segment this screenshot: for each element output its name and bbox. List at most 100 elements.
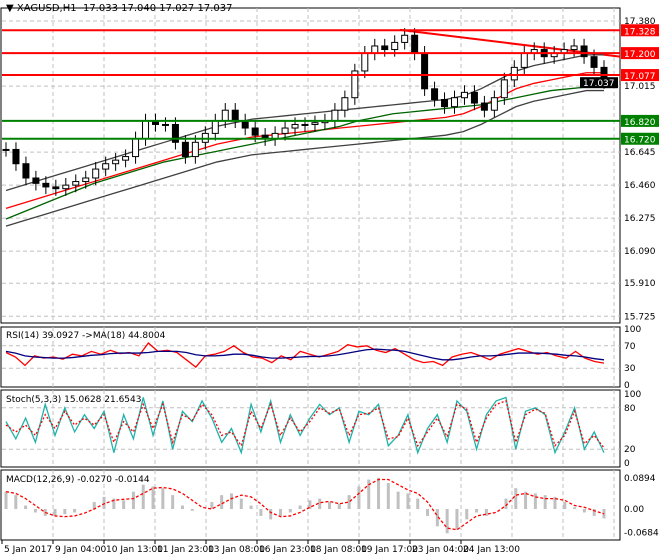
candle-body xyxy=(181,141,189,158)
time-label: 18 Jan 08:00 xyxy=(310,545,367,555)
candle-body xyxy=(52,186,60,190)
candle-body xyxy=(132,138,140,158)
candle-body xyxy=(191,141,199,158)
candle-body xyxy=(171,123,179,143)
macd-tick: 0.00 xyxy=(624,505,644,515)
price-tick: 15.725 xyxy=(624,312,656,322)
level-label: 17.328 xyxy=(624,27,656,37)
macd-tick: -0.0684 xyxy=(624,529,659,539)
level-tag xyxy=(621,132,659,145)
candle-body xyxy=(142,120,150,140)
dropdown-triangle-icon[interactable]: ▼ xyxy=(6,3,14,14)
rsi-tick: 0 xyxy=(624,381,630,391)
candle-body xyxy=(421,52,429,90)
rsi-tick: 100 xyxy=(624,325,641,335)
candle-body xyxy=(161,123,169,126)
ohlc-readout: 17.033 17.040 17.027 17.037 xyxy=(82,3,233,14)
level-tag xyxy=(621,69,659,82)
time-label: 13 Jan 08:00 xyxy=(208,545,265,555)
candle-body xyxy=(291,123,299,129)
candle-body xyxy=(22,163,30,179)
candle-body xyxy=(520,52,528,68)
level-tag xyxy=(621,47,659,60)
panel-frame-3 xyxy=(0,469,621,541)
candle-body xyxy=(371,45,379,54)
chart-header: ▼ XAGUSD,H1 17.033 17.040 17.027 17.037 xyxy=(6,3,232,14)
time-label: 24 Jan 13:00 xyxy=(463,545,520,555)
candle-body xyxy=(2,148,10,151)
rsi-label: RSI(14) 39.0927 ->MA(18) 44.8004 xyxy=(6,331,166,341)
candle-body xyxy=(241,120,249,129)
bollinger-lower xyxy=(5,89,604,227)
candle-body xyxy=(381,45,389,51)
price-tick: 17.015 xyxy=(624,82,656,92)
time-label: 9 Jan 04:00 xyxy=(55,545,107,555)
price-tick: 16.275 xyxy=(624,214,656,224)
time-label: 16 Jan 23:00 xyxy=(259,545,316,555)
candle-body xyxy=(470,91,478,104)
candle-body xyxy=(231,109,239,122)
time-label: 23 Jan 04:00 xyxy=(412,545,469,555)
candle-body xyxy=(510,66,518,81)
candle-body xyxy=(480,102,488,111)
price-tick: 16.460 xyxy=(624,181,656,191)
rsi-tick: 30 xyxy=(624,364,636,374)
symbol-label: XAGUSD,H1 xyxy=(16,3,77,14)
candle-body xyxy=(451,97,458,108)
price-tick: 17.380 xyxy=(624,17,656,27)
macd-signal-line xyxy=(5,478,605,531)
time-label: 5 Jan 2017 xyxy=(4,545,52,555)
price-tick: 16.090 xyxy=(624,247,656,257)
level-label: 17.077 xyxy=(624,72,656,82)
candle-body xyxy=(211,120,219,134)
candle-body xyxy=(42,182,50,188)
level-tag xyxy=(621,114,659,127)
stoch-tick: 0 xyxy=(624,459,630,469)
level-tag xyxy=(621,24,659,37)
candle-body xyxy=(580,45,588,58)
time-label: 19 Jan 17:00 xyxy=(361,545,418,555)
candle-body xyxy=(62,184,70,190)
stoch-signal-line xyxy=(5,400,605,449)
level-label: 17.200 xyxy=(624,50,656,60)
time-label: 11 Jan 23:00 xyxy=(157,545,214,555)
rsi-ma-line xyxy=(5,348,605,361)
candle-body xyxy=(460,91,468,99)
macd-tick: 0.0894 xyxy=(624,474,656,484)
stoch-label: Stoch(5,3,3) 15.0628 21.6543 xyxy=(6,395,141,405)
candle-body xyxy=(391,41,399,51)
current-price-tag xyxy=(580,77,618,89)
panel-frame-1 xyxy=(0,326,621,388)
candle-body xyxy=(301,123,309,126)
rsi-tick: 70 xyxy=(624,342,636,352)
panel-frame-0 xyxy=(0,7,621,324)
level-label: 16.820 xyxy=(624,118,656,128)
candle-body xyxy=(281,127,289,134)
stoch-tick: 100 xyxy=(624,390,641,400)
candle-body xyxy=(92,168,100,179)
rsi-line xyxy=(5,342,605,368)
macd-label: MACD(12,26,9) -0.0270 -0.0144 xyxy=(6,475,150,485)
candle-body xyxy=(441,98,449,108)
candle-body xyxy=(341,97,349,111)
candle-body xyxy=(570,45,578,51)
candle-body xyxy=(82,177,90,183)
ma-red-line xyxy=(5,72,604,209)
candle-body xyxy=(500,79,508,99)
candle-body xyxy=(590,56,598,68)
candle-body xyxy=(490,97,498,111)
candle-body xyxy=(401,34,409,43)
time-label: 10 Jan 13:00 xyxy=(106,545,163,555)
candle-body xyxy=(351,70,359,99)
candle-body xyxy=(361,52,369,72)
candle-body xyxy=(251,127,259,136)
candle-body xyxy=(32,177,40,184)
candle-body xyxy=(12,148,20,165)
panel-frame-2 xyxy=(0,389,621,468)
candle-body xyxy=(122,156,130,161)
stoch-main-line xyxy=(5,396,605,455)
candle-body xyxy=(72,181,80,186)
candle-body xyxy=(221,109,229,122)
